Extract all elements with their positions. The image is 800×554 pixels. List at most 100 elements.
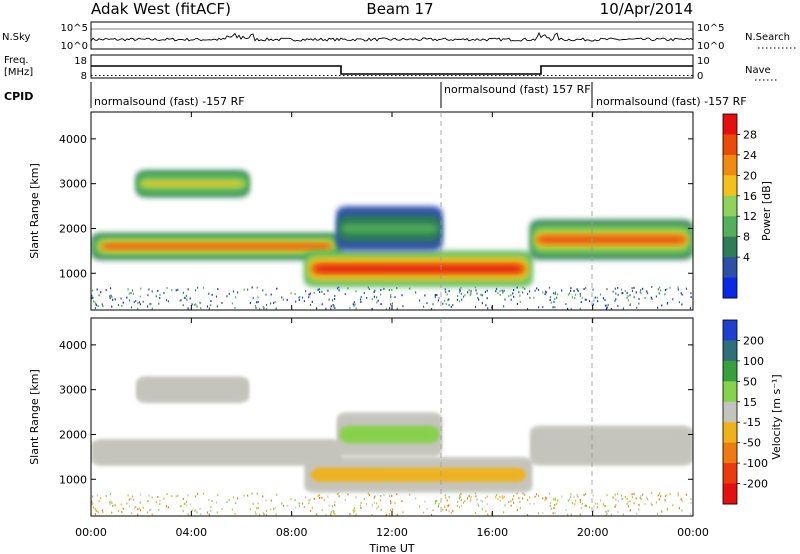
speckle — [374, 289, 376, 292]
speckle — [355, 513, 357, 516]
speckle — [597, 300, 599, 303]
speckle — [130, 306, 133, 309]
velocity-colorbar-label: Velocity [m s⁻¹] — [770, 374, 783, 459]
speckle — [336, 287, 339, 290]
speckle — [237, 497, 239, 500]
speckle — [221, 302, 223, 304]
speckle — [139, 295, 141, 298]
speckle — [536, 493, 538, 496]
speckle — [327, 495, 329, 498]
speckle — [689, 307, 692, 310]
speckle — [464, 294, 466, 297]
speckle — [319, 290, 321, 293]
speckle — [677, 288, 679, 291]
speckle — [163, 498, 165, 500]
speckle — [635, 497, 637, 500]
speckle — [308, 502, 310, 505]
speckle — [457, 295, 459, 297]
speckle — [484, 497, 486, 499]
speckle — [120, 503, 122, 506]
speckle — [334, 297, 336, 300]
speckle — [206, 511, 208, 514]
speckle — [567, 499, 569, 502]
speckle — [301, 502, 304, 505]
speckle — [91, 297, 93, 300]
speckle — [614, 299, 616, 302]
speckle — [92, 296, 94, 299]
speckle — [565, 303, 567, 306]
speckle — [332, 304, 334, 306]
speckle — [538, 306, 540, 309]
speckle — [444, 505, 446, 508]
speckle — [626, 297, 628, 299]
speckle — [373, 501, 375, 504]
speckle — [139, 501, 141, 504]
speckle — [151, 513, 153, 516]
speckle — [605, 513, 607, 516]
speckle — [529, 290, 531, 293]
speckle — [678, 301, 680, 304]
speckle — [631, 287, 633, 290]
speckle — [101, 509, 103, 512]
speckle — [658, 498, 660, 501]
station-title: Adak West (fitACF) — [91, 0, 231, 18]
speckle — [254, 304, 257, 307]
speckle — [321, 290, 323, 293]
speckle — [664, 293, 666, 296]
speckle — [638, 504, 640, 506]
speckle — [621, 292, 623, 295]
speckle — [622, 292, 624, 294]
speckle — [457, 501, 459, 503]
speckle — [592, 303, 594, 306]
speckle — [419, 299, 421, 302]
speckle — [615, 498, 617, 501]
speckle — [571, 502, 573, 505]
speckle — [276, 493, 278, 496]
speckle — [570, 493, 572, 496]
speckle — [256, 286, 258, 289]
speckle — [430, 513, 433, 516]
speckle — [137, 307, 139, 310]
speckle — [128, 299, 131, 302]
speckle — [338, 289, 340, 292]
speckle — [549, 299, 551, 301]
speckle — [621, 498, 623, 501]
speckle — [554, 293, 556, 296]
speckle — [631, 496, 634, 499]
speckle — [377, 505, 379, 508]
speckle — [638, 302, 640, 305]
speckle — [624, 496, 626, 498]
speckle — [614, 287, 616, 290]
speckle — [495, 287, 498, 290]
speckle — [196, 305, 198, 308]
speckle — [135, 299, 137, 302]
speckle — [309, 498, 311, 501]
speckle — [294, 293, 296, 295]
cpid-segment-1: normalsound (fast) -157 RF — [94, 95, 245, 108]
speckle — [474, 286, 477, 289]
colorbar-tick-label: 16 — [743, 190, 757, 203]
speckle — [137, 302, 139, 305]
speckle — [519, 300, 521, 303]
speckle — [444, 299, 446, 302]
speckle — [680, 292, 682, 295]
speckle — [569, 292, 571, 295]
speckle — [137, 513, 139, 516]
speckle — [391, 288, 393, 291]
speckle — [508, 295, 510, 298]
speckle — [426, 508, 428, 511]
speckle — [332, 510, 334, 512]
speckle — [664, 499, 666, 502]
speckle — [647, 292, 649, 295]
speckle — [158, 508, 160, 511]
speckle — [685, 287, 687, 290]
speckle — [109, 503, 111, 506]
speckle — [396, 493, 398, 496]
speckle — [147, 500, 149, 503]
speckle — [165, 299, 168, 302]
speckle — [305, 290, 307, 293]
speckle — [376, 502, 378, 505]
speckle — [447, 299, 449, 302]
speckle — [606, 512, 608, 515]
speckle — [194, 509, 196, 512]
